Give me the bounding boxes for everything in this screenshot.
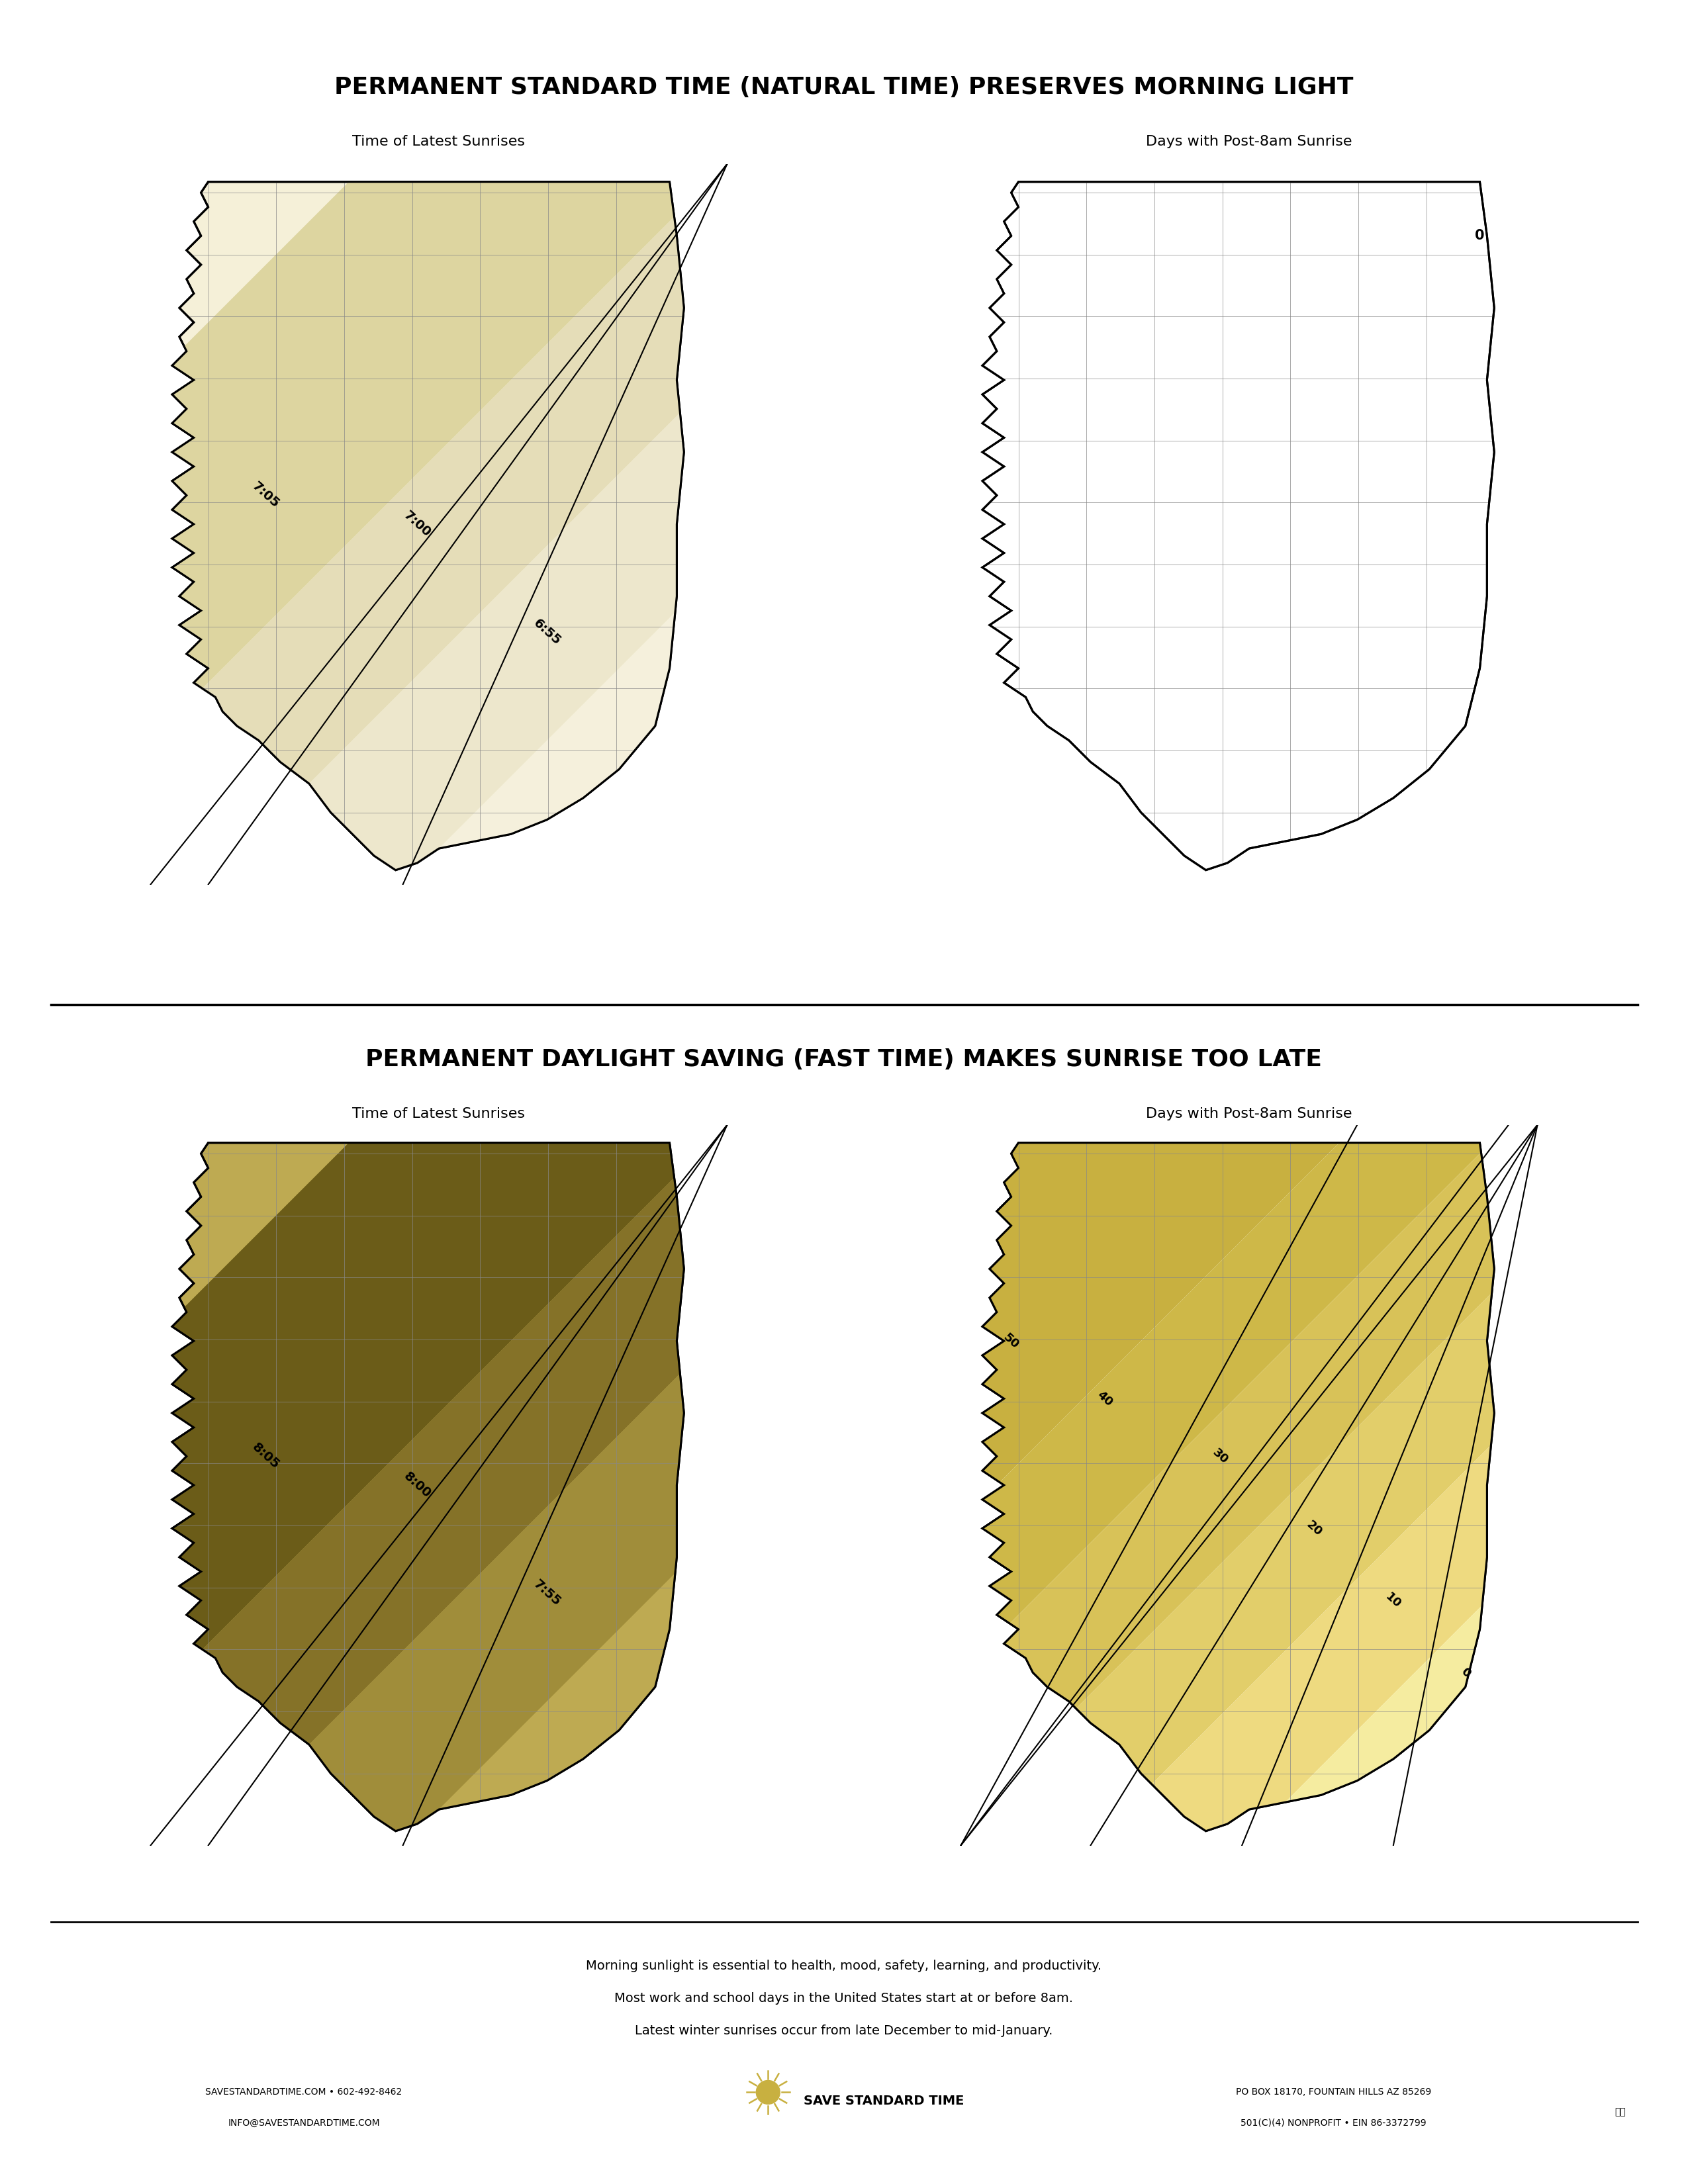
Text: SAVE STANDARD TIME: SAVE STANDARD TIME bbox=[803, 2094, 964, 2108]
Text: 40: 40 bbox=[1096, 1389, 1116, 1409]
Text: Days with Post-8am Sunrise: Days with Post-8am Sunrise bbox=[1146, 1107, 1352, 1120]
Text: SAVESTANDARDTIME.COM • 602-492-8462: SAVESTANDARDTIME.COM • 602-492-8462 bbox=[206, 2088, 402, 2097]
Polygon shape bbox=[312, 1053, 1430, 1845]
Text: Latest winter sunrises occur from late December to mid-January.: Latest winter sunrises occur from late D… bbox=[635, 2025, 1053, 2038]
Text: 0: 0 bbox=[1458, 1666, 1472, 1679]
Text: 0: 0 bbox=[1475, 229, 1485, 242]
Polygon shape bbox=[1393, 1053, 1688, 1845]
Text: 6:55: 6:55 bbox=[530, 616, 564, 649]
Text: 7:05: 7:05 bbox=[250, 480, 282, 511]
Polygon shape bbox=[172, 181, 684, 869]
Text: 20: 20 bbox=[1303, 1518, 1323, 1538]
Text: 50: 50 bbox=[1001, 1330, 1021, 1352]
Text: PERMANENT STANDARD TIME (NATURAL TIME) PRESERVES MORNING LIGHT: PERMANENT STANDARD TIME (NATURAL TIME) P… bbox=[334, 76, 1354, 98]
Polygon shape bbox=[403, 92, 1664, 885]
Text: PO BOX 18170, FOUNTAIN HILLS AZ 85269: PO BOX 18170, FOUNTAIN HILLS AZ 85269 bbox=[1236, 2088, 1431, 2097]
Text: Morning sunlight is essential to health, mood, safety, learning, and productivit: Morning sunlight is essential to health,… bbox=[586, 1959, 1102, 1972]
Polygon shape bbox=[0, 1053, 800, 1845]
Polygon shape bbox=[0, 92, 800, 885]
Text: Time of Latest Sunrises: Time of Latest Sunrises bbox=[353, 135, 525, 149]
Polygon shape bbox=[1090, 1053, 1688, 1845]
Text: 8:05: 8:05 bbox=[250, 1441, 282, 1472]
Text: Most work and school days in the United States start at or before 8am.: Most work and school days in the United … bbox=[614, 1992, 1074, 2005]
Polygon shape bbox=[982, 181, 1494, 869]
Text: ⒸⓄ: ⒸⓄ bbox=[1615, 2108, 1626, 2116]
Polygon shape bbox=[7, 1053, 1001, 1845]
Polygon shape bbox=[172, 1142, 684, 1830]
Text: 30: 30 bbox=[1210, 1446, 1231, 1465]
Circle shape bbox=[756, 2081, 780, 2103]
Polygon shape bbox=[788, 1053, 1688, 1845]
Text: 7:00: 7:00 bbox=[402, 509, 434, 539]
Text: 501(C)(4) NONPROFIT • EIN 86-3372799: 501(C)(4) NONPROFIT • EIN 86-3372799 bbox=[1241, 2118, 1426, 2127]
Text: 8:00: 8:00 bbox=[402, 1470, 434, 1500]
Polygon shape bbox=[208, 1053, 1195, 1845]
Text: Days with Post-8am Sunrise: Days with Post-8am Sunrise bbox=[1146, 135, 1352, 149]
Polygon shape bbox=[982, 1142, 1494, 1830]
Polygon shape bbox=[939, 1053, 1688, 1845]
Text: 7:55: 7:55 bbox=[530, 1577, 564, 1610]
Polygon shape bbox=[208, 92, 1195, 885]
Text: INFO@SAVESTANDARDTIME.COM: INFO@SAVESTANDARDTIME.COM bbox=[228, 2118, 380, 2127]
Text: Time of Latest Sunrises: Time of Latest Sunrises bbox=[353, 1107, 525, 1120]
Polygon shape bbox=[1242, 1053, 1688, 1845]
Text: PERMANENT DAYLIGHT SAVING (FAST TIME) MAKES SUNRISE TOO LATE: PERMANENT DAYLIGHT SAVING (FAST TIME) MA… bbox=[366, 1048, 1322, 1070]
Polygon shape bbox=[403, 1053, 1664, 1845]
Polygon shape bbox=[636, 1053, 1580, 1845]
Text: 10: 10 bbox=[1382, 1590, 1403, 1610]
Polygon shape bbox=[7, 92, 1001, 885]
